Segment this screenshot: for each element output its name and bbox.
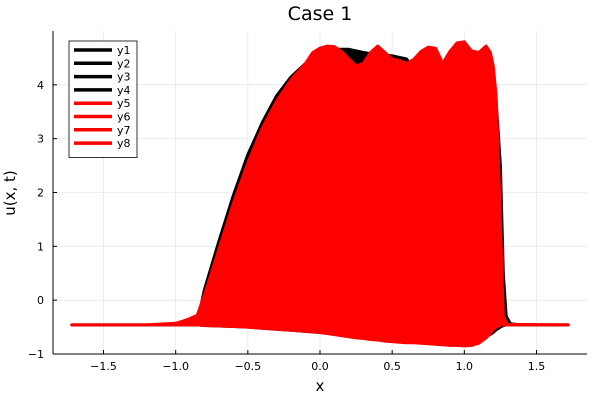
legend-label-y8: y8: [117, 137, 131, 150]
chart-title: Case 1: [288, 3, 353, 25]
legend-label-y1: y1: [117, 44, 131, 57]
legend-label-y6: y6: [117, 111, 131, 124]
legend-box: [68, 40, 138, 158]
x-tick-label-3: 0.0: [311, 360, 329, 373]
x-tick-label-5: 1.0: [456, 360, 474, 373]
series-layer: [70, 40, 570, 348]
legend-label-y7: y7: [117, 124, 131, 137]
y-ticks: −1 0 1 2 3 4: [28, 79, 57, 361]
x-axis-label: x: [316, 377, 325, 395]
x-tick-label-0: −1.5: [90, 360, 117, 373]
y-tick-label-4: 3: [37, 133, 44, 146]
legend-label-y5: y5: [117, 97, 131, 110]
legend-label-y4: y4: [117, 84, 131, 97]
x-tick-label-2: −0.5: [234, 360, 261, 373]
y-axis-label: u(x, t): [1, 170, 19, 216]
x-ticks: −1.5 −1.0 −0.5 0.0 0.5 1.0 1.5: [90, 350, 545, 373]
legend-label-y3: y3: [117, 71, 131, 84]
y-tick-label-0: −1: [28, 348, 44, 361]
y-tick-label-2: 1: [37, 240, 44, 253]
legend-label-y2: y2: [117, 57, 131, 70]
x-tick-label-4: 0.5: [383, 360, 401, 373]
y-tick-label-5: 4: [37, 79, 44, 92]
y-tick-label-3: 2: [37, 187, 44, 200]
x-tick-label-6: 1.5: [528, 360, 546, 373]
y-tick-label-1: 0: [37, 294, 44, 307]
series-red-area: [70, 40, 570, 348]
x-tick-label-1: −1.0: [162, 360, 189, 373]
